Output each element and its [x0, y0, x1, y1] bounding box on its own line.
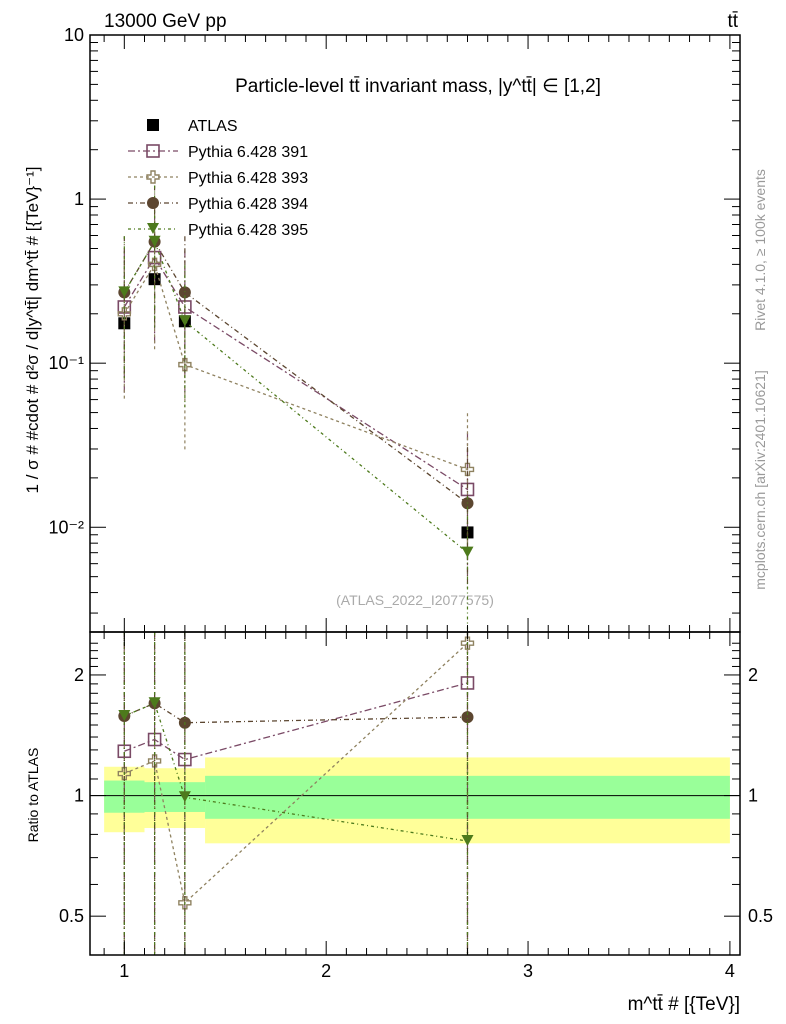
ratio-y-label: Ratio to ATLAS	[25, 748, 41, 843]
legend-marker-395	[147, 223, 159, 234]
series-line-391	[123, 256, 468, 490]
legend-label-391: Pythia 6.428 391	[188, 144, 308, 161]
x-tick-label: 4	[725, 961, 735, 981]
uncertainty-band-inner	[144, 782, 206, 812]
series-line-393	[123, 262, 468, 471]
energy-label: 13000 GeV pp	[104, 11, 227, 32]
top-y-label: 1 / σ # #cdot # d²σ / d|y^tt̄| dm^tt̄ # …	[23, 167, 42, 494]
data-point-395	[178, 791, 191, 803]
legend-marker-391	[146, 144, 160, 158]
ratio-y-tick-label: 2	[74, 665, 84, 685]
series-line-395	[123, 240, 468, 554]
data-point-394	[178, 286, 191, 299]
data-point-395	[461, 835, 474, 847]
legend-label-395: Pythia 6.428 395	[188, 222, 308, 239]
ratio-y-tick-label-right: 1	[748, 786, 758, 806]
data-point-395	[118, 709, 131, 721]
series-line-394	[123, 240, 468, 504]
ratio-y-tick-label-right: 0.5	[748, 906, 773, 926]
data-point-393	[460, 636, 475, 650]
data-point-393	[147, 754, 162, 768]
y-tick-label: 10⁻¹	[48, 353, 84, 373]
data-point-393	[178, 896, 192, 910]
legend-marker-ATLAS	[147, 119, 159, 131]
data-point-391	[117, 744, 132, 759]
data-point-393	[117, 307, 132, 321]
x-axis-label: m^tt̄ # [{TeV}]	[628, 994, 740, 1015]
x-tick-label: 3	[523, 961, 533, 981]
y-tick-label: 10⁻²	[48, 517, 84, 537]
data-point-393	[147, 257, 162, 272]
data-point-393	[460, 462, 475, 477]
process-label: tt̄	[727, 11, 738, 32]
data-point-395	[148, 697, 161, 709]
ratio-y-tick-label: 1	[74, 786, 84, 806]
x-tick-label: 1	[119, 961, 129, 981]
plot-title: Particle-level tt̄ invariant mass, |y^tt…	[235, 76, 601, 97]
mcplots-label: mcplots.cern.ch [arXiv:2401.10621]	[752, 370, 768, 589]
ratio-y-tick-label-right: 2	[748, 665, 758, 685]
series-line-394	[124, 702, 468, 724]
data-point-393	[178, 357, 192, 372]
data-point-395	[461, 546, 474, 558]
legend-label-ATLAS: ATLAS	[188, 118, 238, 135]
series-line-391	[124, 682, 468, 761]
series-line-395	[124, 702, 468, 842]
data-point-393	[117, 766, 132, 781]
data-point-394	[461, 711, 474, 724]
rivet-label: Rivet 4.1.0, ≥ 100k events	[752, 169, 768, 331]
data-point-395	[148, 235, 161, 247]
legend-marker-393	[146, 170, 160, 184]
x-tick-label: 2	[321, 961, 331, 981]
analysis-annotation: (ATLAS_2022_I2077575)	[336, 592, 494, 608]
data-point-395	[178, 315, 191, 327]
ratio-panel-frame	[89, 631, 741, 956]
legend-label-394: Pythia 6.428 394	[188, 196, 308, 213]
y-tick-label: 1	[74, 189, 84, 209]
ratio-y-tick-label: 0.5	[59, 906, 84, 926]
legend-label-393: Pythia 6.428 393	[188, 170, 308, 187]
legend-marker-394	[147, 197, 159, 209]
data-point-395	[118, 286, 131, 298]
y-tick-label: 10	[64, 25, 84, 45]
